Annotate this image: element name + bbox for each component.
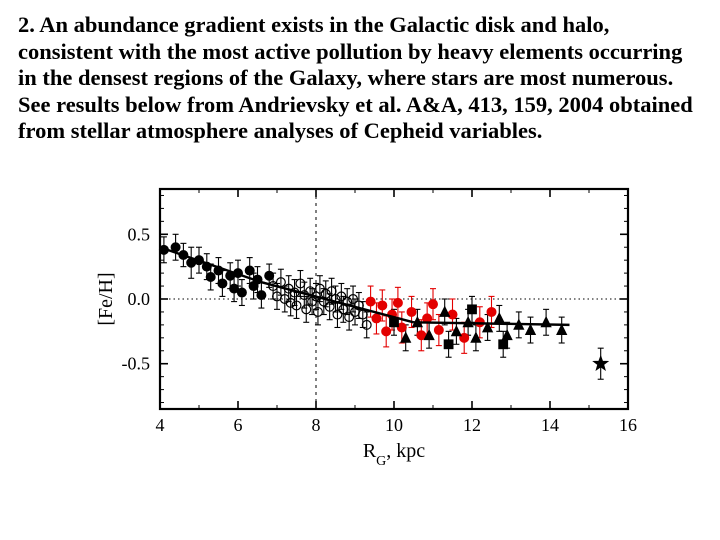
svg-text:8: 8 xyxy=(312,415,321,435)
svg-text:RG, kpc: RG, kpc xyxy=(363,440,425,469)
svg-text:12: 12 xyxy=(463,415,481,435)
svg-text:14: 14 xyxy=(541,415,559,435)
svg-text:16: 16 xyxy=(619,415,637,435)
svg-text:0.0: 0.0 xyxy=(128,289,151,309)
svg-text:[Fe/H]: [Fe/H] xyxy=(95,272,117,325)
svg-text:0.5: 0.5 xyxy=(128,224,151,244)
abundance-gradient-chart: 4 6 8 10 12 14 16 -0.5 0.0 0.5 [Fe/H] RG, kpc xyxy=(88,171,648,471)
figure-container: 4 6 8 10 12 14 16 -0.5 0.0 0.5 [Fe/H] RG, kpc xyxy=(88,171,702,476)
paragraph-text: 2. An abundance gradient exists in the G… xyxy=(18,12,702,145)
svg-text:4: 4 xyxy=(156,415,165,435)
svg-text:10: 10 xyxy=(385,415,403,435)
svg-text:6: 6 xyxy=(234,415,243,435)
svg-text:-0.5: -0.5 xyxy=(122,353,151,373)
